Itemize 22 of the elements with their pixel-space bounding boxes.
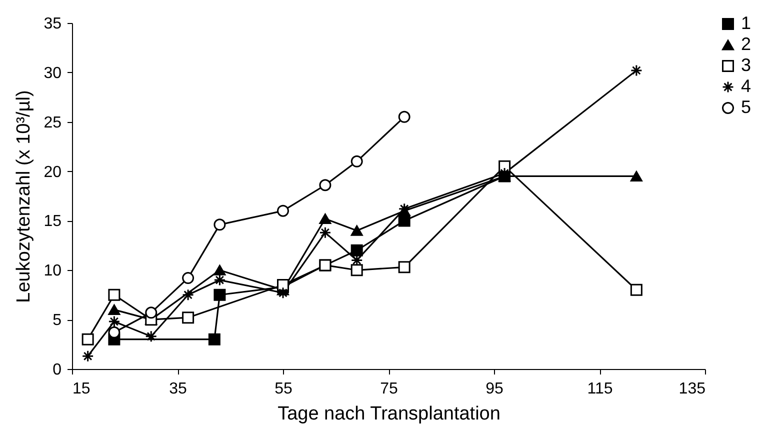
x-tick-label: 135 — [678, 380, 706, 398]
x-tick-label: 15 — [72, 380, 90, 398]
legend-label: 2 — [741, 34, 752, 54]
x-tick-label: 35 — [169, 380, 187, 398]
y-tick-label: 10 — [44, 262, 62, 280]
x-tick-label: 55 — [274, 380, 292, 398]
y-tick-label: 15 — [44, 213, 62, 230]
x-axis-title: Tage nach Transplantation — [278, 404, 500, 424]
y-tick-label: 30 — [44, 64, 62, 82]
legend-label: 5 — [741, 97, 752, 117]
x-tick-label: 115 — [587, 380, 613, 398]
legend-label: 3 — [741, 55, 752, 75]
y-tick-label: 5 — [52, 312, 62, 330]
legend-label: 1 — [741, 13, 752, 33]
y-tick-label: 20 — [44, 164, 62, 181]
y-tick-label: 35 — [44, 16, 62, 32]
x-tick-label: 75 — [380, 380, 398, 398]
legend-label: 4 — [741, 76, 752, 96]
y-tick-label: 0 — [52, 362, 62, 378]
y-axis-title: Leukozytenzahl (x 10³/µl) — [14, 90, 35, 303]
x-tick-label: 95 — [486, 380, 504, 398]
y-tick-label: 25 — [44, 114, 62, 132]
